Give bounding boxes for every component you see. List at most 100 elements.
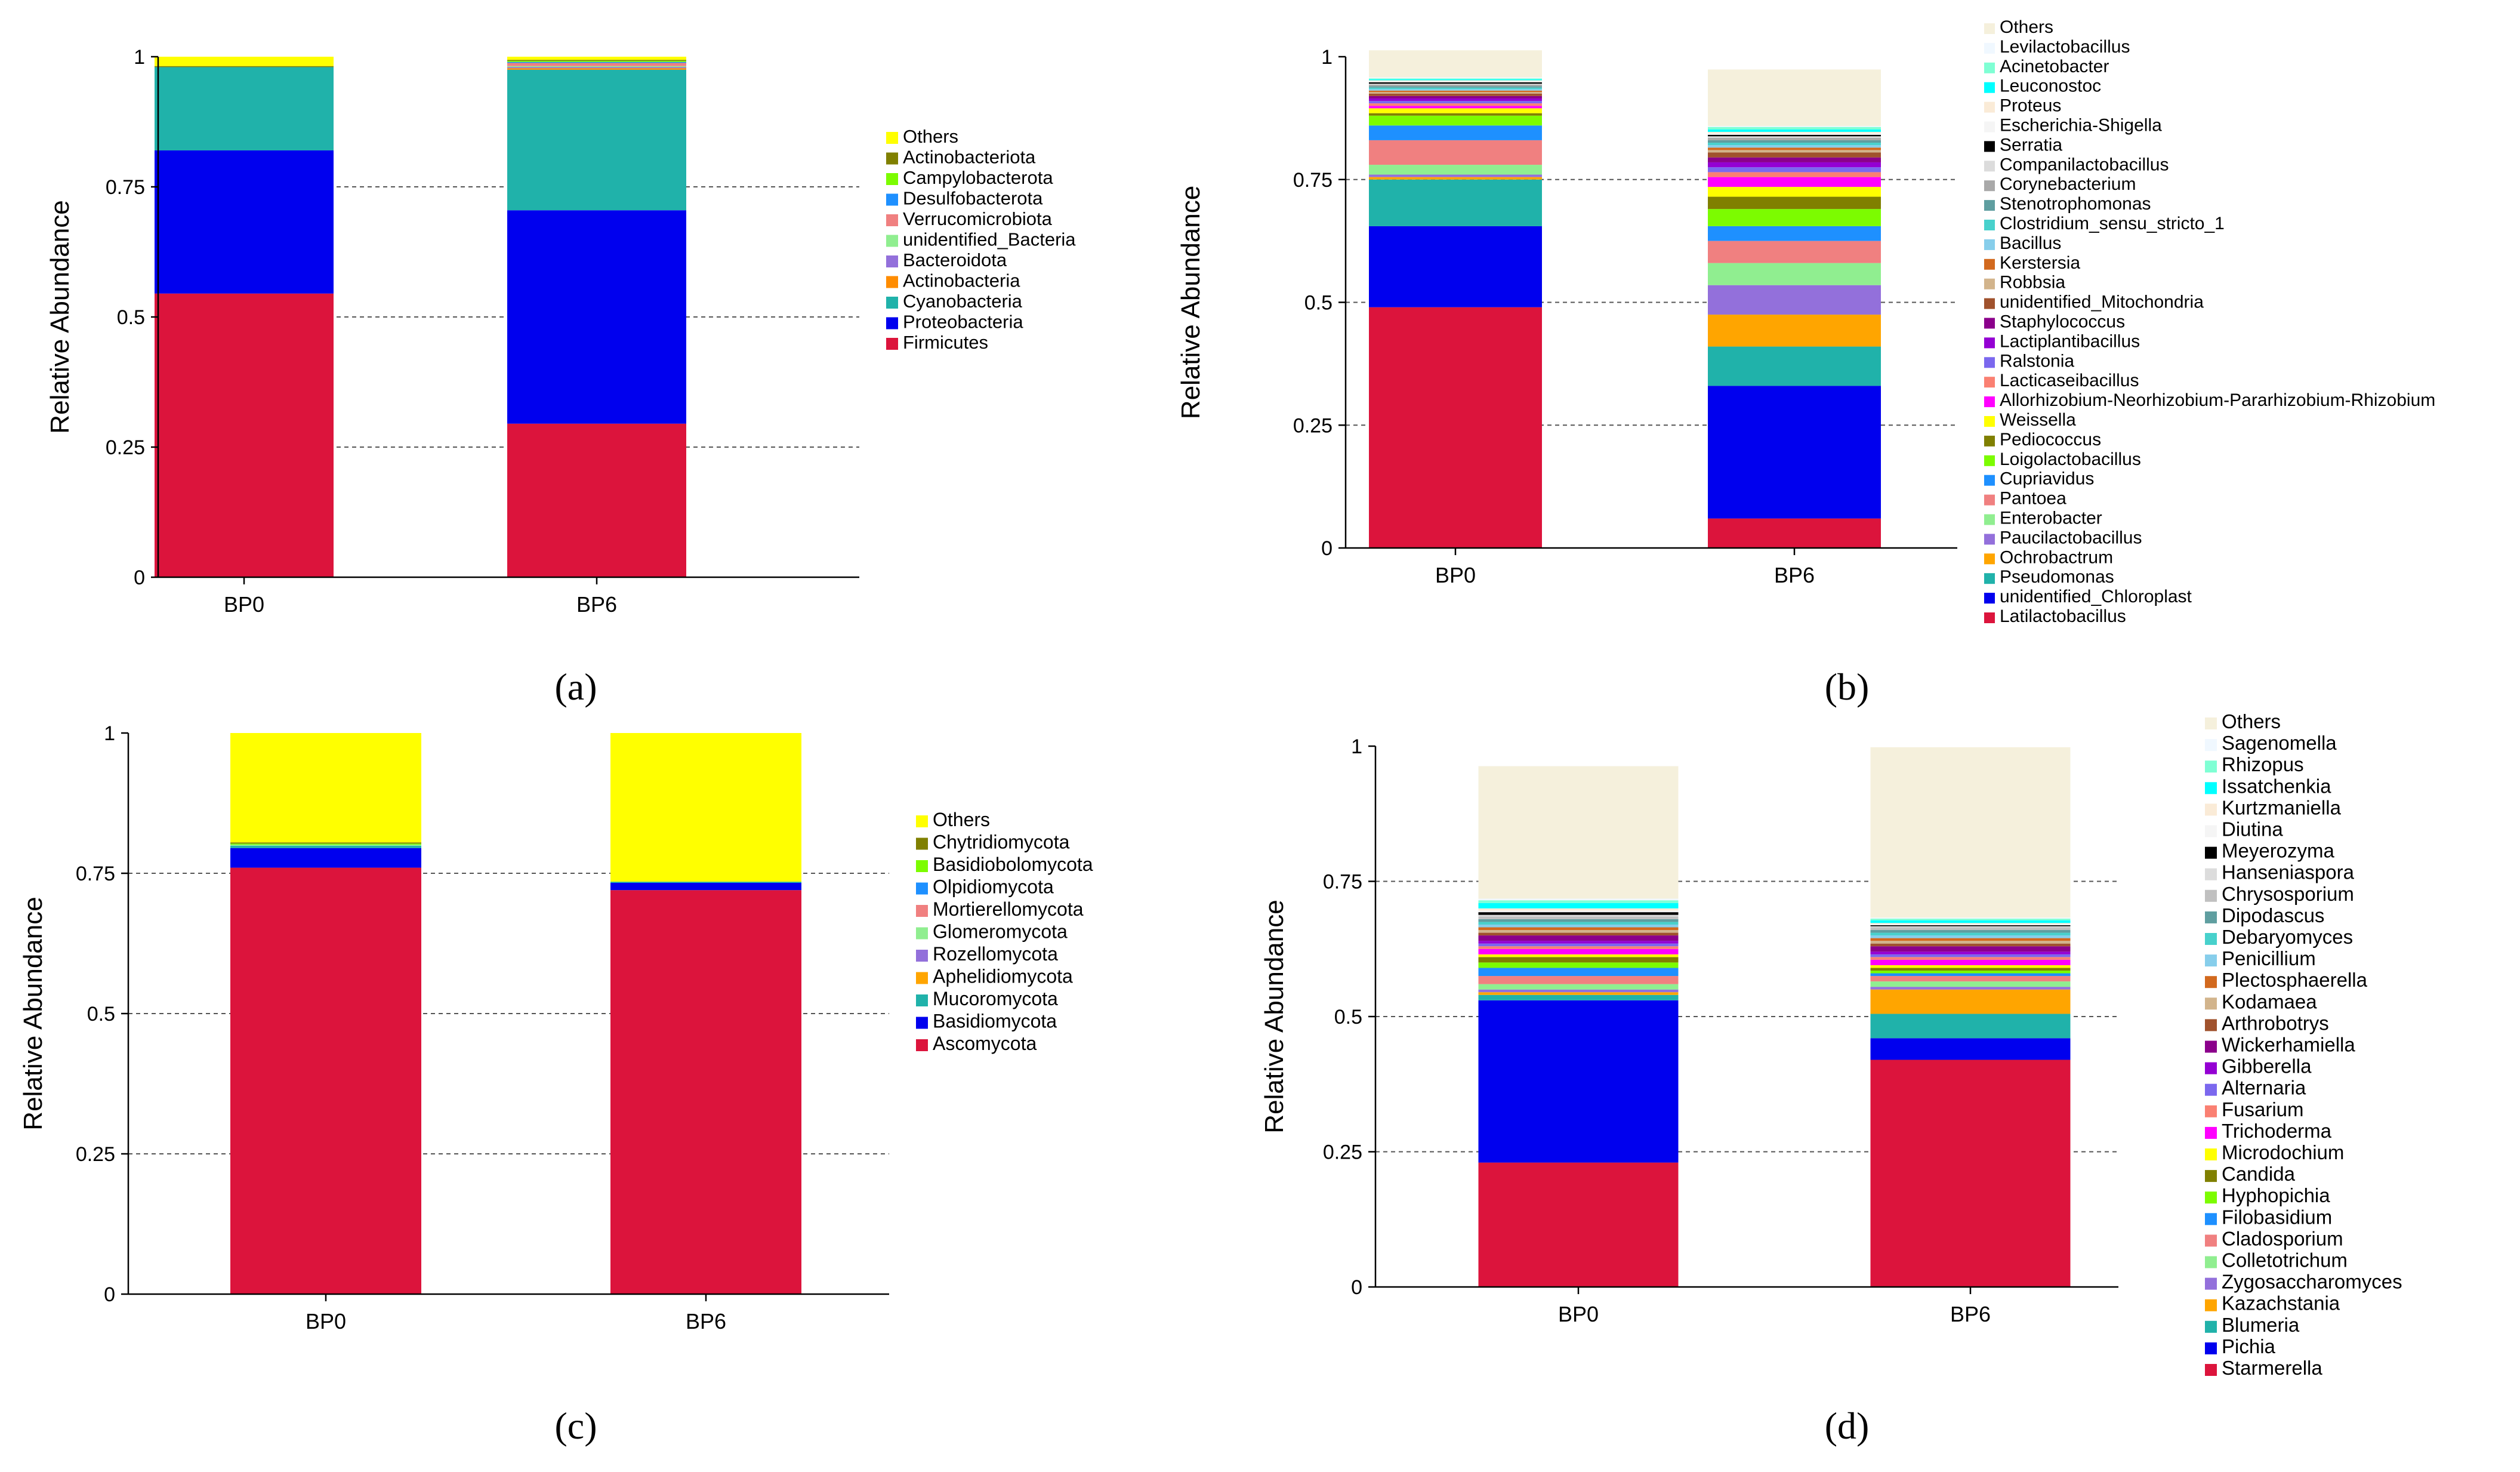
bar-segment-bp6-kurtzmaniella (1870, 923, 2071, 925)
legend-swatch (1984, 220, 1995, 230)
bar-segment-bp6-lacticaseibacillus (1708, 172, 1881, 177)
bar-segment-bp0-actinobacteriota (155, 66, 334, 67)
bar-segment-bp6-corynebacterium (1708, 137, 1881, 140)
legend-label: Cyanobacteria (903, 291, 1023, 312)
bar-segment-bp6-weissella (1708, 187, 1881, 197)
legend-swatch (2205, 1191, 2217, 1204)
legend-swatch (2205, 1126, 2217, 1139)
y-tick-label: 1 (104, 722, 115, 745)
legend: OthersLevilactobacillusAcinetobacterLeuc… (1984, 17, 2435, 626)
legend-swatch (1984, 534, 1995, 545)
bar-segment-bp0-fusarium (1478, 946, 1679, 949)
legend-swatch (2205, 954, 2217, 967)
bar-segment-bp0-pediococcus (1369, 113, 1542, 116)
y-tick-label: 0.5 (1334, 1006, 1362, 1028)
legend-label: Leuconostoc (2000, 76, 2101, 96)
bar-segment-bp0-arthrobotrys (1478, 932, 1679, 936)
chart-panel-c: 0 0.25 0.5 0.75 1 BP0 BP6 Relative Abundance Oth… (18, 722, 1093, 1447)
bar-segment-bp6-bacillus (1708, 145, 1881, 148)
bar-segment-bp0-bacillus (1369, 89, 1542, 91)
bar-segment-bp6-others (610, 733, 801, 882)
legend-label: Serratia (2000, 135, 2062, 155)
bar-segment-bp0-basidiobolomycota (230, 843, 421, 845)
legend-swatch (886, 214, 898, 226)
bar-segment-bp0-chrysosporium (1478, 916, 1679, 919)
legend-swatch (1984, 121, 1995, 133)
bar-segment-bp6-actinobacteriota (507, 60, 686, 61)
legend-label: Rozellomycota (933, 943, 1058, 965)
legend-swatch (2205, 1083, 2217, 1096)
legend-swatch (1984, 161, 1995, 172)
bar-segment-bp0-chytridiomycota (230, 842, 421, 844)
bar-segment-bp6-alternaria (1870, 954, 2071, 957)
legend-label: Cupriavidus (2000, 469, 2094, 489)
legend-label: Colletotrichum (2222, 1249, 2348, 1271)
legend-swatch (2205, 976, 2217, 988)
y-axis-label: Relative Abundance (18, 897, 48, 1130)
legend-swatch (1984, 318, 1995, 329)
bar-segment-bp6-plectosphaerella (1870, 938, 2071, 941)
legend-label: Plectosphaerella (2222, 969, 2368, 991)
bar-segment-bp0-cupriavidus (1369, 125, 1542, 140)
bar-segment-bp0-alternaria (1478, 943, 1679, 947)
legend-label: Pediococcus (2000, 430, 2101, 449)
legend-swatch (2205, 1019, 2217, 1031)
bar-segment-bp6-proteobacteria (507, 210, 686, 424)
bar-segment-bp0-basidiomycota (230, 848, 421, 868)
y-tick-label: 0.25 (76, 1143, 115, 1166)
legend-swatch (916, 815, 928, 827)
bar-segment-bp6-pediococcus (1708, 196, 1881, 210)
bar-segment-bp0-proteus (1369, 80, 1542, 82)
legend-swatch (886, 297, 898, 309)
legend-label: Proteobacteria (903, 312, 1023, 332)
bar-segment-bp0-pseudomonas (1369, 179, 1542, 226)
bar-segment-bp6-basidiomycota (610, 882, 801, 891)
legend-swatch (886, 255, 898, 267)
legend-swatch (886, 276, 898, 288)
x-tick-label: BP0 (224, 592, 264, 617)
bar-segment-bp6-kazachstania (1870, 989, 2071, 1014)
bar-segment-bp6-hyphopichia (1870, 970, 2071, 974)
legend-label: Mucoromycota (933, 988, 1058, 1009)
legend-label: Kodamaea (2222, 990, 2317, 1012)
bar-segment-bp6-desulfobacterota (507, 61, 686, 63)
legend-swatch (1984, 62, 1995, 73)
bar-segment-bp0-plectosphaerella (1478, 927, 1679, 931)
bar-segment-bp0-paucilactobacillus (1369, 174, 1542, 177)
legend-label: Levilactobacillus (2000, 37, 2130, 57)
bar-segment-bp6-leuconostoc (1708, 129, 1881, 132)
legend-label: Sagenomella (2222, 732, 2337, 754)
bar-segment-bp0-meyerozyma (1478, 912, 1679, 915)
chart-panel-d: 0 0.25 0.5 0.75 1 BP0 BP6 Relative Abundance Oth… (1260, 710, 2402, 1447)
bar-segment-bp0-enterobacter (1369, 165, 1542, 175)
legend-label: Others (2222, 710, 2281, 732)
bar-segment-bp0-latilactobacillus (1369, 307, 1542, 548)
legend-label: Filobasidium (2222, 1206, 2332, 1228)
bar-segment-bp0-unidentified-mitochondria (1369, 93, 1542, 96)
legend-label: Pantoea (2000, 489, 2066, 509)
y-tick-label: 0.75 (1323, 871, 1362, 894)
bar-segment-bp0-microdochium (1478, 954, 1679, 957)
y-tick-label: 0.75 (1293, 169, 1333, 192)
legend-swatch (1984, 278, 1995, 290)
legend-swatch (2205, 760, 2217, 773)
panel-label: (b) (1825, 666, 1870, 708)
y-axis-label: Relative Abundance (45, 200, 75, 433)
bar-segment-bp0-blumeria (1478, 994, 1679, 1000)
legend-swatch (886, 338, 898, 350)
legend-swatch (2205, 1277, 2217, 1290)
bar-segment-bp0-leuconostoc (1369, 79, 1542, 81)
legend-label: Olpidiomycota (933, 876, 1054, 898)
legend-swatch (2205, 1062, 2217, 1074)
legend-label: Escherichia-Shigella (2000, 116, 2162, 136)
legend-swatch (2205, 1105, 2217, 1117)
panel-label: (a) (554, 666, 597, 708)
x-tick-label: BP6 (1774, 563, 1815, 587)
bar-segment-bp6-levilactobacillus (1708, 126, 1881, 127)
bar-segment-bp0-others (1369, 50, 1542, 78)
legend-label: Hanseniaspora (2222, 861, 2355, 883)
bar-segment-bp6-dipodascus (1870, 930, 2071, 933)
bar-segment-bp0-kazachstania (1478, 992, 1679, 995)
legend-label: Loigolactobacillus (2000, 449, 2141, 469)
